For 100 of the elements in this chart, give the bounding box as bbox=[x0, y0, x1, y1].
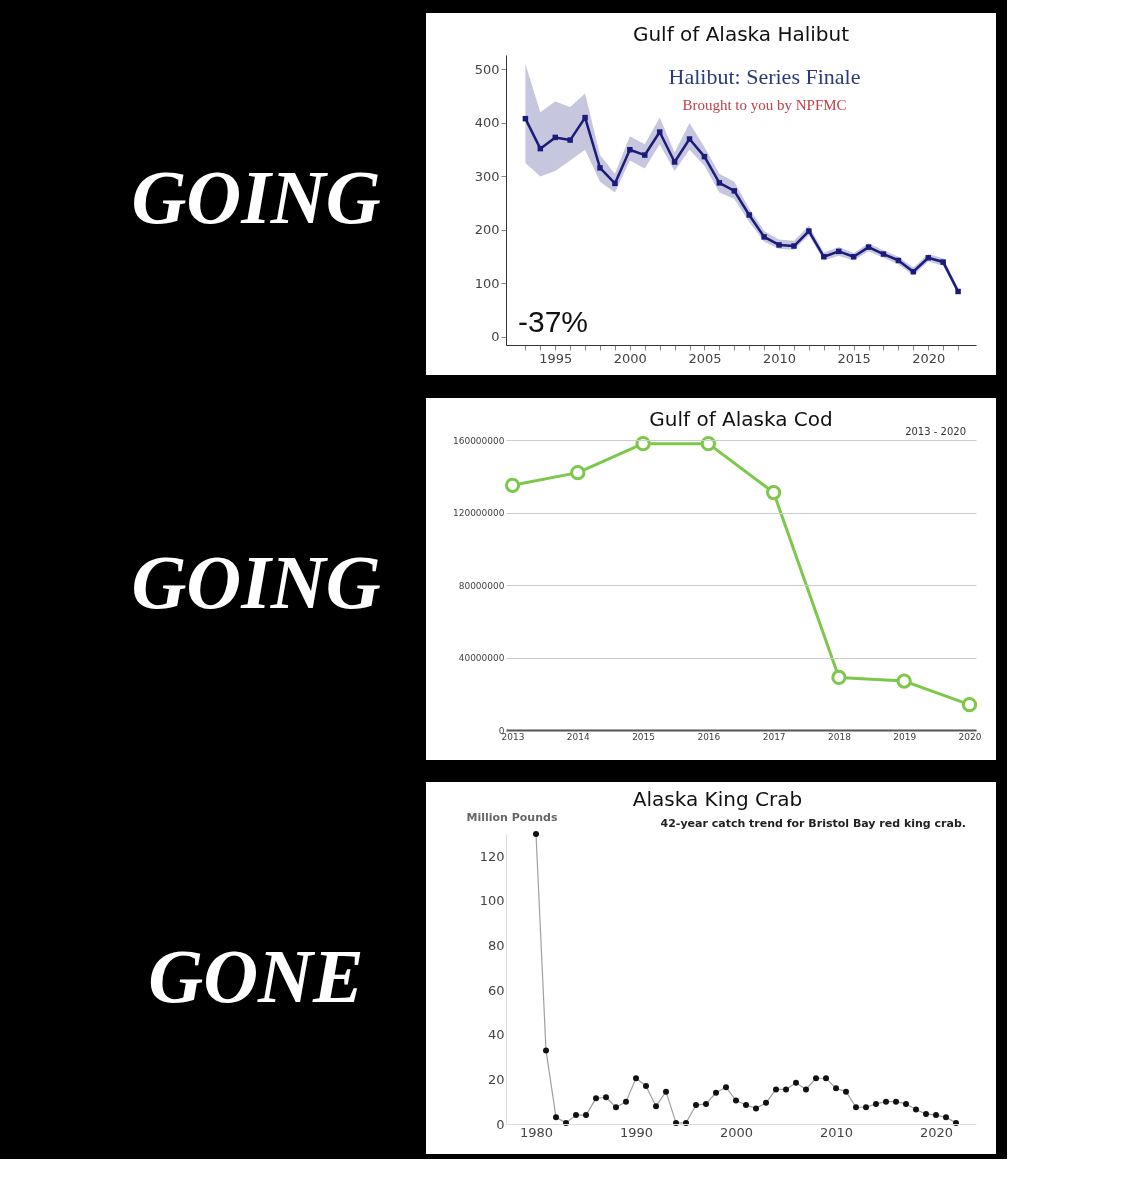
point bbox=[913, 1106, 919, 1113]
point bbox=[552, 134, 558, 141]
point bbox=[570, 465, 586, 481]
point bbox=[635, 436, 651, 452]
point bbox=[653, 1103, 659, 1110]
y-tick-label: 500 bbox=[474, 61, 500, 77]
point bbox=[723, 1084, 729, 1091]
point bbox=[873, 1100, 879, 1107]
point bbox=[813, 1075, 819, 1082]
x-tick-label: 2017 bbox=[762, 731, 786, 742]
y-tick-label: 0 bbox=[496, 1116, 505, 1132]
point bbox=[833, 1085, 839, 1092]
point bbox=[743, 1102, 749, 1109]
point bbox=[563, 1119, 569, 1126]
point bbox=[583, 1112, 589, 1119]
point bbox=[713, 1089, 719, 1096]
text: GOING bbox=[131, 155, 381, 239]
point bbox=[933, 1112, 939, 1119]
y-tick-label: 40000000 bbox=[458, 653, 505, 663]
point bbox=[793, 1079, 799, 1086]
y-tick-label: 80 bbox=[487, 938, 505, 954]
point bbox=[643, 1083, 649, 1090]
y-tick-label: 120000000 bbox=[452, 508, 505, 518]
point bbox=[671, 159, 678, 165]
x-tick-label: 2019 bbox=[893, 731, 917, 742]
point bbox=[925, 255, 931, 261]
point bbox=[597, 165, 603, 171]
y-tick-label: 300 bbox=[474, 168, 500, 184]
y-tick-label: 120 bbox=[479, 848, 505, 864]
y-tick-label: 40 bbox=[487, 1027, 505, 1043]
y-tick-label: 200 bbox=[474, 222, 500, 238]
x-tick-label: 2018 bbox=[827, 731, 852, 742]
y-tick-label: 400 bbox=[474, 115, 500, 131]
point bbox=[613, 1104, 619, 1111]
point bbox=[773, 1086, 779, 1093]
point bbox=[543, 1047, 549, 1054]
point bbox=[903, 1100, 909, 1107]
point bbox=[700, 436, 716, 452]
point bbox=[753, 1105, 759, 1112]
x-tick-label: 2010 bbox=[819, 1124, 854, 1140]
chart-subtitle: 42-year catch trend for Bristol Bay red king crab. bbox=[660, 817, 966, 830]
point bbox=[823, 1075, 829, 1082]
y-tick-label: 160000000 bbox=[452, 435, 505, 446]
x-tick-label: 1990 bbox=[619, 1124, 654, 1140]
point bbox=[761, 234, 767, 240]
point bbox=[803, 1086, 809, 1093]
point bbox=[896, 673, 912, 689]
point bbox=[683, 1119, 689, 1126]
point bbox=[716, 180, 723, 186]
point bbox=[955, 288, 961, 295]
x-tick-label: 1980 bbox=[519, 1124, 554, 1140]
point bbox=[783, 1086, 789, 1093]
y-tick-label: 0 bbox=[491, 329, 500, 345]
x-tick-label: 2010 bbox=[763, 350, 797, 366]
point bbox=[863, 1104, 869, 1111]
point bbox=[940, 259, 946, 265]
point bbox=[883, 1098, 889, 1105]
point bbox=[763, 1099, 769, 1106]
annotation: -37% bbox=[518, 305, 589, 338]
point bbox=[627, 146, 633, 153]
point bbox=[582, 114, 588, 121]
point bbox=[893, 1098, 899, 1105]
point bbox=[953, 1119, 959, 1126]
y-tick-label: 60 bbox=[487, 982, 505, 998]
text: GOING bbox=[131, 540, 381, 624]
y-tick-label: 20 bbox=[487, 1071, 505, 1087]
y-axis-title: Million Pounds bbox=[466, 810, 558, 824]
text: 2013 - 2020 bbox=[905, 426, 966, 437]
point bbox=[553, 1114, 559, 1121]
x-tick-label: 2000 bbox=[613, 350, 647, 366]
point bbox=[703, 1100, 709, 1107]
point bbox=[603, 1094, 609, 1101]
point bbox=[880, 251, 887, 257]
point bbox=[843, 1088, 849, 1095]
point bbox=[733, 1097, 739, 1104]
point bbox=[533, 831, 539, 837]
point bbox=[791, 243, 797, 249]
point bbox=[663, 1088, 669, 1095]
y-tick-label: 80000000 bbox=[458, 580, 505, 591]
x-tick-label: 2020 bbox=[919, 1124, 954, 1140]
text: GONE bbox=[148, 934, 364, 1018]
chart-title: Alaska King Crab bbox=[632, 787, 803, 811]
point bbox=[961, 697, 978, 713]
point bbox=[573, 1112, 579, 1119]
point bbox=[633, 1075, 639, 1082]
point bbox=[923, 1110, 929, 1117]
point bbox=[831, 669, 847, 686]
annotation: Halibut: Series Finale bbox=[668, 64, 861, 89]
point bbox=[504, 477, 521, 493]
chart-title: Gulf of Alaska Cod bbox=[649, 407, 833, 431]
point bbox=[593, 1095, 599, 1102]
point bbox=[623, 1098, 629, 1105]
point bbox=[693, 1102, 699, 1109]
point bbox=[766, 484, 782, 501]
x-tick-label: 2020 bbox=[958, 731, 982, 742]
point bbox=[567, 137, 573, 143]
point bbox=[853, 1104, 859, 1111]
x-tick-label: 2005 bbox=[688, 350, 722, 366]
chart-title: Gulf of Alaska Halibut bbox=[632, 22, 850, 46]
x-tick-label: 1995 bbox=[539, 350, 573, 366]
